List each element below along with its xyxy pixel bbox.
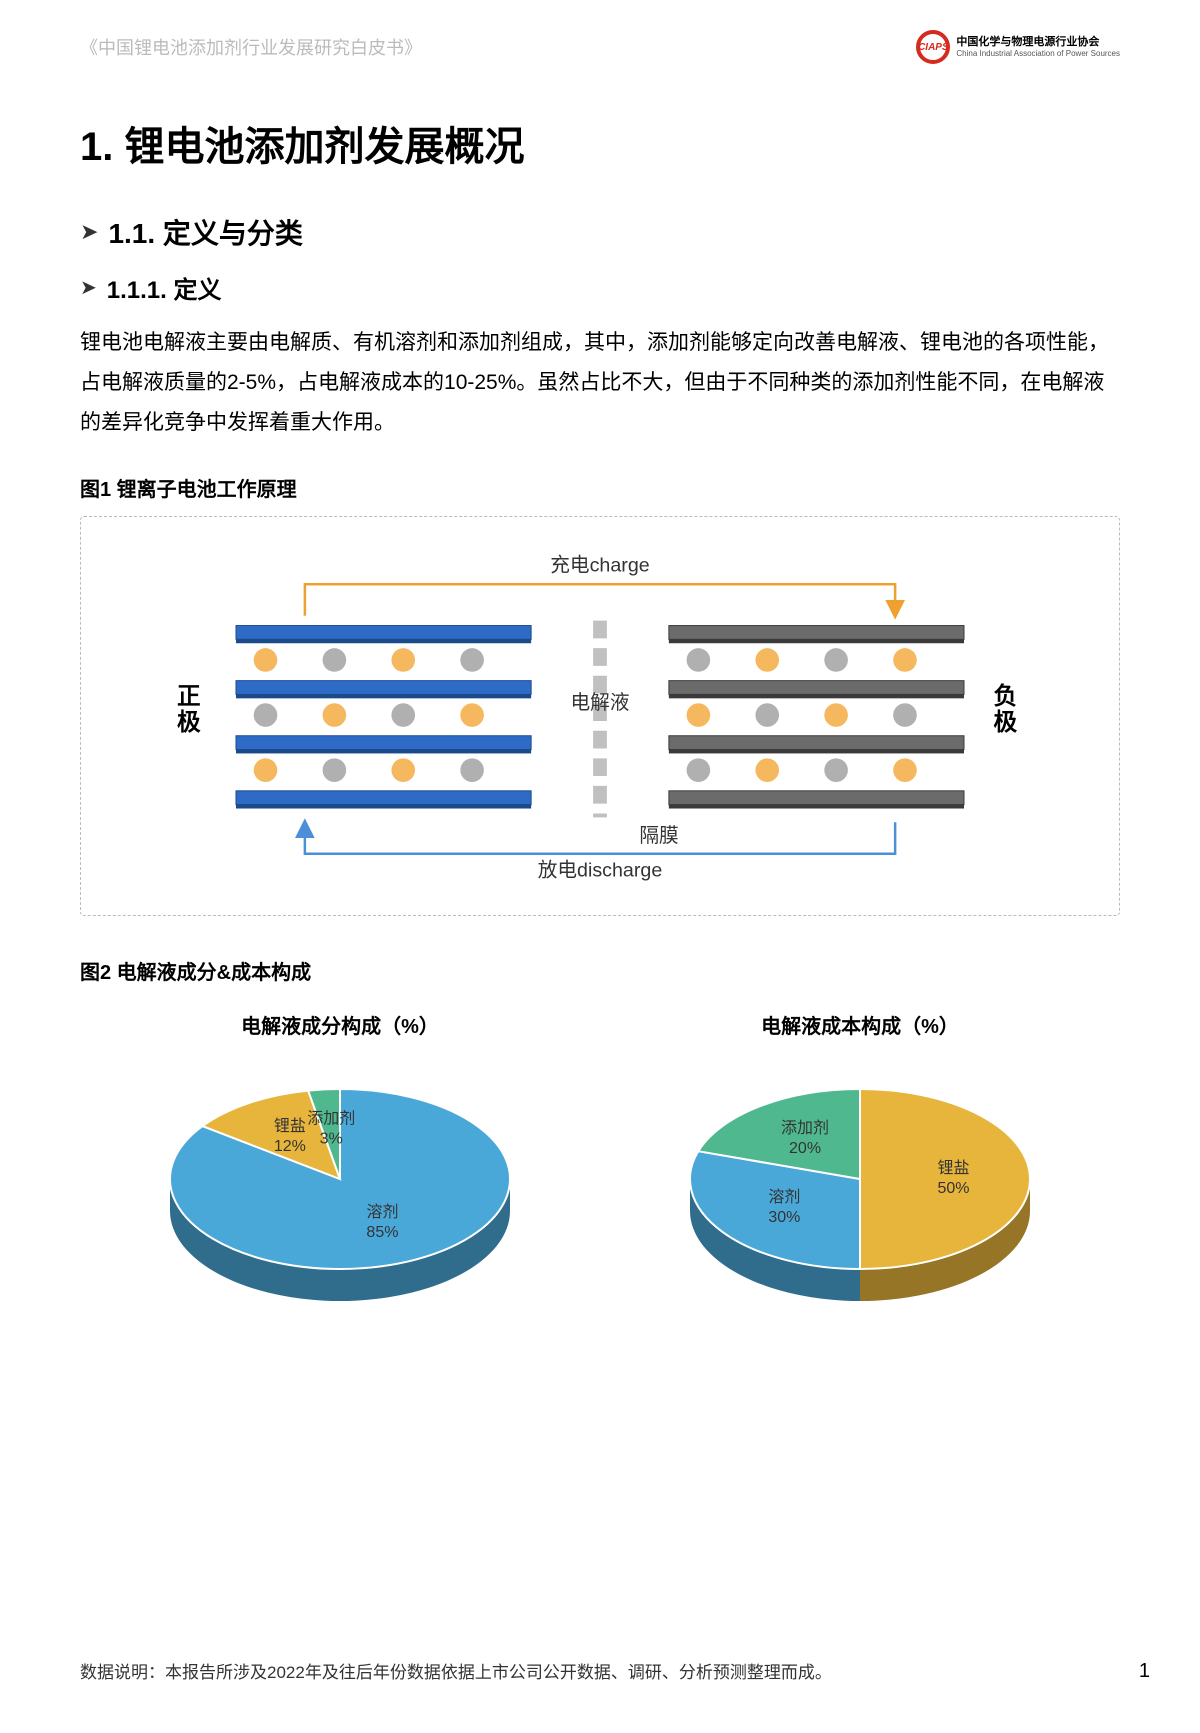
svg-text:12%: 12% [274,1138,306,1155]
page-header: 《中国锂电池添加剂行业发展研究白皮书》 CIAPS 中国化学与物理电源行业协会 … [80,30,1120,64]
pie-chart-cost: 电解液成本构成（%） 锂盐50%溶剂30%添加剂20% [630,1010,1090,1319]
svg-text:负极: 负极 [994,683,1018,736]
logo-icon: CIAPS [916,30,950,64]
svg-text:锂盐: 锂盐 [937,1159,969,1177]
heading-1-1: ➤ 1.1. 定义与分类 [80,212,1120,252]
paragraph-definition: 锂电池电解液主要由电解质、有机溶剂和添加剂组成，其中，添加剂能够定向改善电解液、… [80,323,1120,443]
figure2-title: 图2 电解液成分&成本构成 [80,956,1120,985]
svg-text:充电charge: 充电charge [550,554,649,576]
svg-text:50%: 50% [937,1180,969,1197]
figure1-title: 图1 锂离子电池工作原理 [80,473,1120,502]
svg-text:添加剂: 添加剂 [307,1109,355,1127]
org-name-cn: 中国化学与物理电源行业协会 [956,36,1120,49]
svg-text:电解液: 电解液 [571,692,630,714]
heading-1-1-1: ➤ 1.1.1. 定义 [80,270,1120,305]
chevron-right-icon: ➤ [80,275,97,300]
pie-chart-composition: 电解液成分构成（%） 溶剂85%锂盐12%添加剂3% [110,1010,570,1319]
svg-text:溶剂: 溶剂 [768,1188,800,1206]
org-name-en: China Industrial Association of Power So… [956,49,1120,59]
footer-note: 数据说明：本报告所涉及2022年及往后年份数据依据上市公司公开数据、调研、分析预… [80,1658,1120,1683]
battery-diagram: 充电charge 放电discharge 电解液隔膜 正极 负极 [80,516,1120,916]
svg-text:正极: 正极 [177,684,201,736]
svg-text:溶剂: 溶剂 [366,1203,398,1221]
svg-text:3%: 3% [320,1130,343,1147]
document-title: 《中国锂电池添加剂行业发展研究白皮书》 [80,34,422,60]
page-number: 1 [1139,1660,1150,1683]
svg-text:30%: 30% [768,1209,800,1226]
org-logo: CIAPS 中国化学与物理电源行业协会 China Industrial Ass… [916,30,1120,64]
svg-text:放电discharge: 放电discharge [538,859,663,881]
pie-charts-row: 电解液成分构成（%） 溶剂85%锂盐12%添加剂3% 电解液成本构成（%） 锂盐… [80,1010,1120,1319]
heading-1: 1. 锂电池添加剂发展概况 [80,114,1120,172]
svg-text:锂盐: 锂盐 [274,1117,306,1135]
svg-text:85%: 85% [366,1224,398,1241]
svg-text:隔膜: 隔膜 [639,825,678,847]
svg-text:20%: 20% [789,1140,821,1157]
svg-text:添加剂: 添加剂 [781,1119,829,1137]
chevron-right-icon: ➤ [80,219,98,245]
